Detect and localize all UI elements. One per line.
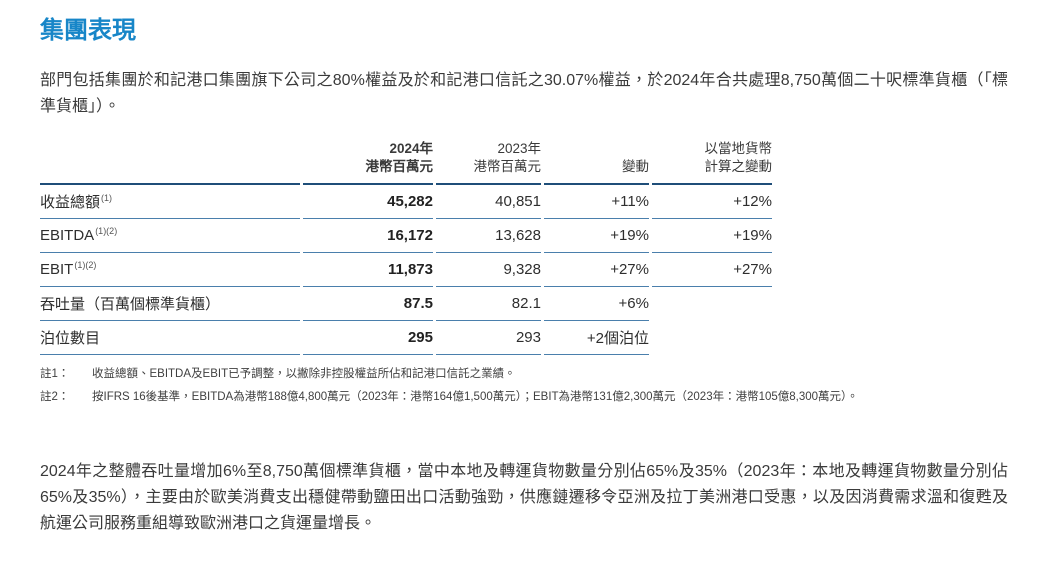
footnote-label: 註2： <box>40 391 70 403</box>
footnote-marker: (1)(2) <box>95 226 118 236</box>
cell-change: +11% <box>544 185 649 219</box>
table-row-throughput: 吞吐量（百萬個標準貨櫃） 87.5 82.1 +6% <box>40 287 772 321</box>
row-label: EBITDA(1)(2) <box>40 219 300 253</box>
footnote-text: 按IFRS 16後基準，EBITDA為港幣188億4,800萬元（2023年：港… <box>92 391 859 403</box>
row-label-text: EBIT <box>40 261 74 278</box>
header-2023-unit: 港幣百萬元 <box>473 159 542 174</box>
table-row-ebitda: EBITDA(1)(2) 16,172 13,628 +19% +19% <box>40 219 772 253</box>
row-label: EBIT(1)(2) <box>40 253 300 287</box>
footnote-text: 收益總額、EBITDA及EBIT已予調整，以撇除非控股權益所佔和記港口信託之業績… <box>92 368 516 380</box>
row-label: 收益總額(1) <box>40 185 300 219</box>
header-row-label-spacer <box>40 140 300 185</box>
footnote-2: 註2： 按IFRS 16後基準，EBITDA為港幣188億4,800萬元（202… <box>40 390 1015 405</box>
cell-2024: 295 <box>303 321 433 355</box>
header-change-local-line1: 以當地貨幣 <box>704 141 773 156</box>
row-label: 吞吐量（百萬個標準貨櫃） <box>40 287 300 321</box>
row-label-text: 泊位數目 <box>40 330 101 347</box>
row-label-text: EBITDA <box>40 227 95 244</box>
cell-2024: 16,172 <box>303 219 433 253</box>
page-title: 集團表現 <box>40 18 136 44</box>
row-label-text: 吞吐量（百萬個標準貨櫃） <box>40 296 221 313</box>
cell-change-local <box>652 321 772 355</box>
cell-2024: 11,873 <box>303 253 433 287</box>
table-header-row: 2024年 港幣百萬元 2023年 港幣百萬元 變動 以當地貨幣 計算之變動 <box>40 140 772 185</box>
cell-change-local: +27% <box>652 253 772 287</box>
cell-2023: 82.1 <box>436 287 541 321</box>
cell-2023: 293 <box>436 321 541 355</box>
cell-change: +2個泊位 <box>544 321 649 355</box>
cell-2023: 13,628 <box>436 219 541 253</box>
cell-change: +6% <box>544 287 649 321</box>
header-change-local-line2: 計算之變動 <box>704 159 773 174</box>
cell-2023: 40,851 <box>436 185 541 219</box>
group-performance-table: 2024年 港幣百萬元 2023年 港幣百萬元 變動 以當地貨幣 計算之變動 <box>37 140 775 355</box>
header-2024-unit: 港幣百萬元 <box>365 159 434 174</box>
header-2023: 2023年 港幣百萬元 <box>436 140 541 185</box>
header-2023-year: 2023年 <box>497 141 541 156</box>
table-row-revenue: 收益總額(1) 45,282 40,851 +11% +12% <box>40 185 772 219</box>
intro-paragraph: 部門包括集團於和記港口集團旗下公司之80%權益及於和記港口信託之30.07%權益… <box>40 72 1008 115</box>
footnotes: 註1： 收益總額、EBITDA及EBIT已予調整，以撇除非控股權益所佔和記港口信… <box>40 367 1015 405</box>
cell-change-local: +19% <box>652 219 772 253</box>
cell-change-local <box>652 287 772 321</box>
header-2024: 2024年 港幣百萬元 <box>303 140 433 185</box>
row-label-text: 收益總額 <box>40 194 101 211</box>
header-change: 變動 <box>544 140 649 185</box>
row-label: 泊位數目 <box>40 321 300 355</box>
table-row-berths: 泊位數目 295 293 +2個泊位 <box>40 321 772 355</box>
header-change-label: 變動 <box>622 159 649 174</box>
header-2024-year: 2024年 <box>389 141 433 156</box>
cell-2023: 9,328 <box>436 253 541 287</box>
cell-change-local: +12% <box>652 185 772 219</box>
cell-change: +19% <box>544 219 649 253</box>
header-change-local-currency: 以當地貨幣 計算之變動 <box>652 140 772 185</box>
footnote-marker: (1) <box>101 193 113 203</box>
cell-change: +27% <box>544 253 649 287</box>
cell-2024: 87.5 <box>303 287 433 321</box>
footnote-1: 註1： 收益總額、EBITDA及EBIT已予調整，以撇除非控股權益所佔和記港口信… <box>40 367 1015 382</box>
footnote-marker: (1)(2) <box>74 260 97 270</box>
table-row-ebit: EBIT(1)(2) 11,873 9,328 +27% +27% <box>40 253 772 287</box>
closing-paragraph: 2024年之整體吞吐量增加6%至8,750萬個標準貨櫃，當中本地及轉運貨物數量分… <box>40 463 1008 532</box>
footnote-label: 註1： <box>40 368 70 380</box>
cell-2024: 45,282 <box>303 185 433 219</box>
